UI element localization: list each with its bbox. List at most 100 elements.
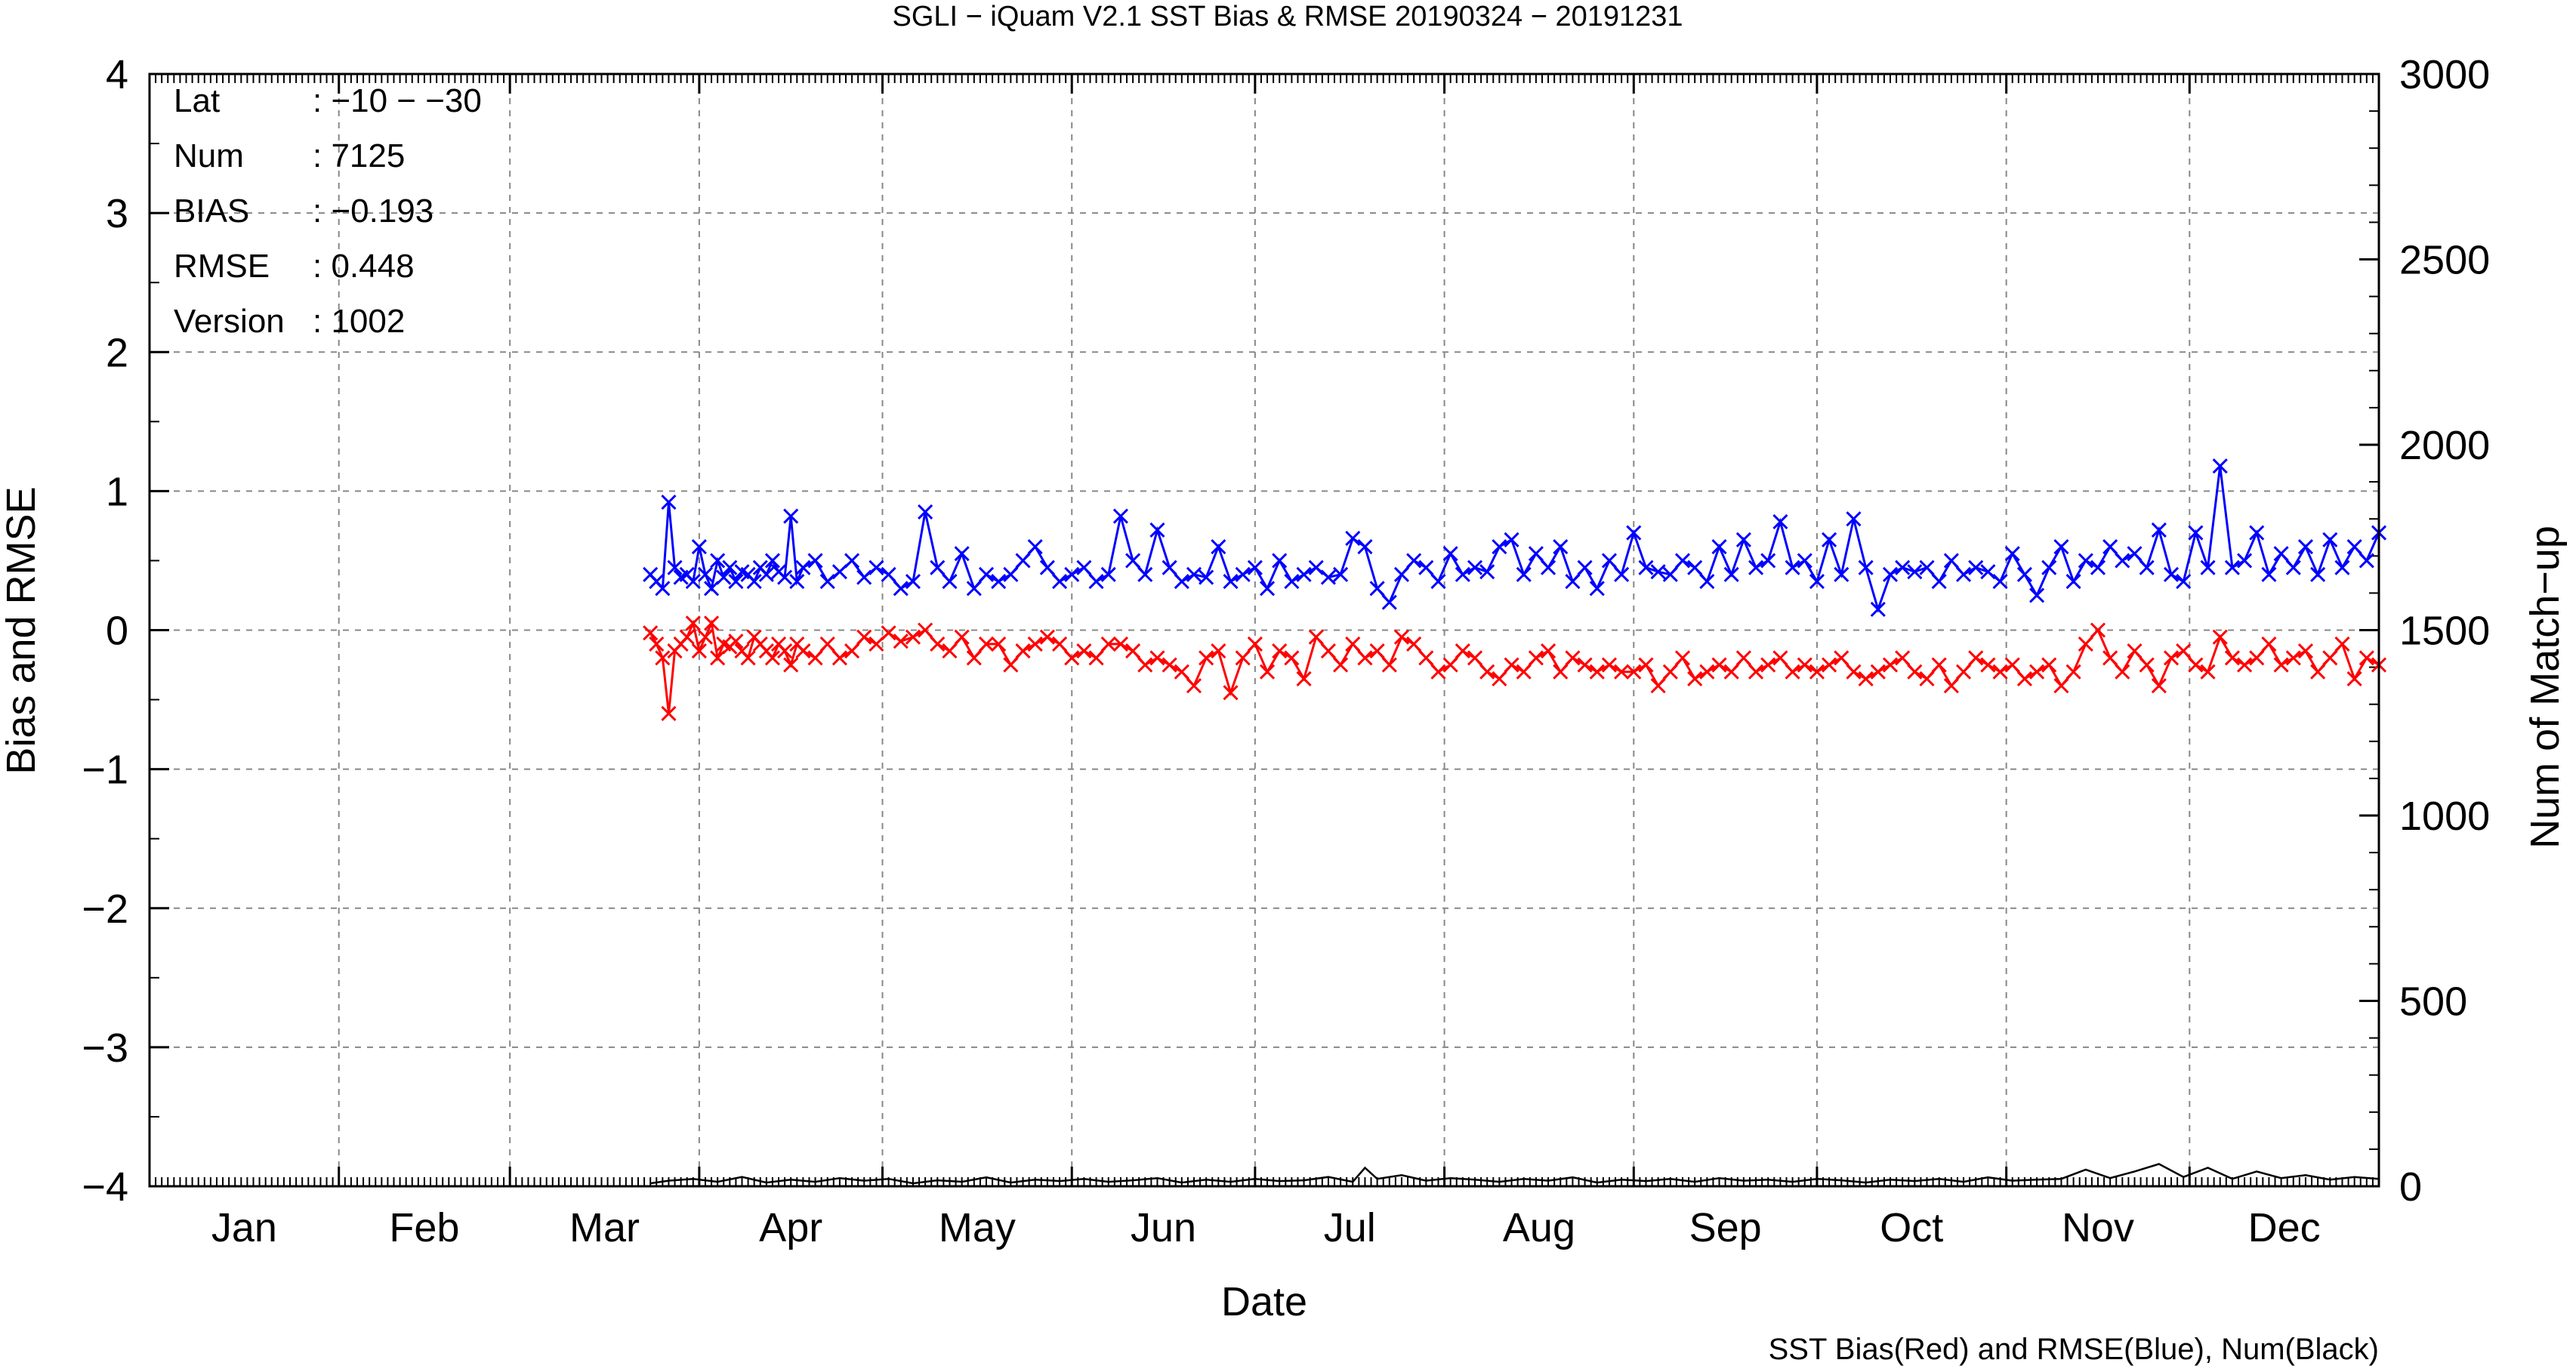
data-point (2065, 664, 2081, 680)
data-point (1907, 564, 1923, 580)
data-point (655, 650, 671, 666)
data-point (1760, 553, 1776, 569)
data-point (1565, 650, 1581, 666)
data-point (1772, 650, 1788, 666)
data-point (1430, 573, 1446, 590)
data-point (2029, 587, 2045, 603)
data-point (2249, 650, 2265, 666)
chart-title: SGLI − iQuam V2.1 SST Bias & RMSE 201903… (892, 1, 1683, 32)
data-point (2029, 664, 2045, 680)
data-point (1723, 664, 1739, 680)
data-point (1003, 566, 1019, 582)
data-point (1345, 636, 1361, 652)
data-point (2004, 657, 2020, 673)
data-point (1882, 657, 1899, 673)
data-point (966, 581, 982, 597)
y-tick-label: 2 (106, 330, 128, 375)
data-point (807, 553, 823, 569)
data-point (2151, 678, 2167, 694)
data-point (1051, 573, 1068, 590)
data-point (764, 650, 781, 666)
data-point (746, 573, 762, 590)
y-tick-label: −1 (82, 748, 128, 793)
data-point (1919, 671, 1935, 687)
data-point (2163, 566, 2180, 582)
data-point (1247, 560, 1263, 575)
y-tick-label: −3 (82, 1025, 128, 1071)
data-point (2004, 546, 2020, 562)
data-point (1149, 522, 1165, 538)
data-point (1723, 566, 1739, 582)
data-point (704, 615, 720, 631)
data-point (1711, 538, 1727, 555)
data-point (1822, 532, 1837, 547)
data-point (783, 508, 799, 524)
data-point (2102, 650, 2118, 666)
x-tick-label: Apr (759, 1205, 822, 1250)
data-point (1992, 573, 2008, 590)
data-point (1369, 643, 1385, 659)
data-point (1858, 671, 1874, 687)
data-point (991, 636, 1007, 652)
data-point (2041, 560, 2057, 575)
data-point (1442, 546, 1458, 562)
data-point (1162, 657, 1177, 673)
data-point (1541, 560, 1556, 575)
data-point (868, 636, 884, 652)
data-point (1822, 657, 1837, 673)
data-point (1308, 629, 1324, 645)
data-point (1467, 560, 1483, 575)
data-point (2115, 664, 2130, 680)
stat-label: Num (174, 137, 244, 174)
data-point (1735, 650, 1751, 666)
data-point (2053, 678, 2069, 694)
data-point (905, 573, 921, 590)
data-point (2224, 650, 2240, 666)
data-point (777, 643, 793, 659)
data-point (1039, 629, 1055, 645)
data-point (1100, 566, 1116, 582)
data-point (1088, 573, 1104, 590)
data-point (1614, 566, 1630, 582)
data-point (831, 650, 847, 666)
data-point (1846, 664, 1862, 680)
data-point (1320, 569, 1336, 585)
data-point (1076, 643, 1092, 659)
data-point (2127, 546, 2143, 562)
data-point (1174, 664, 1189, 680)
data-point (1112, 636, 1129, 652)
data-point (2151, 522, 2167, 538)
data-point (1211, 538, 1226, 555)
data-point (1919, 560, 1935, 575)
data-point (2273, 546, 2289, 562)
data-point (1785, 664, 1800, 680)
data-point (1381, 594, 1397, 610)
data-point (2176, 643, 2192, 659)
data-point (2310, 664, 2326, 680)
data-point (1553, 664, 1569, 680)
data-point (722, 560, 738, 575)
data-point (789, 573, 805, 590)
data-point (1015, 553, 1031, 569)
data-point (1088, 650, 1104, 666)
data-point (740, 650, 756, 666)
data-point (966, 650, 982, 666)
data-point (856, 569, 872, 585)
data-point (1284, 650, 1300, 666)
x-tick-label: Dec (2248, 1205, 2321, 1250)
data-point (1076, 560, 1092, 575)
data-point (2359, 553, 2374, 569)
data-point (1333, 566, 1349, 582)
data-point (2016, 671, 2032, 687)
data-point (2053, 538, 2069, 555)
plot-frame (148, 72, 2380, 1188)
y-axis-right: 3000 2500 2000 1500 1000 500 0 (2359, 52, 2490, 1210)
data-point (2334, 636, 2350, 652)
data-point (1797, 553, 1812, 569)
data-point (1614, 664, 1630, 680)
data-point (1601, 553, 1618, 569)
data-point (2322, 650, 2338, 666)
data-point (1455, 566, 1470, 582)
data-point (1186, 566, 1202, 582)
data-point (716, 569, 732, 585)
